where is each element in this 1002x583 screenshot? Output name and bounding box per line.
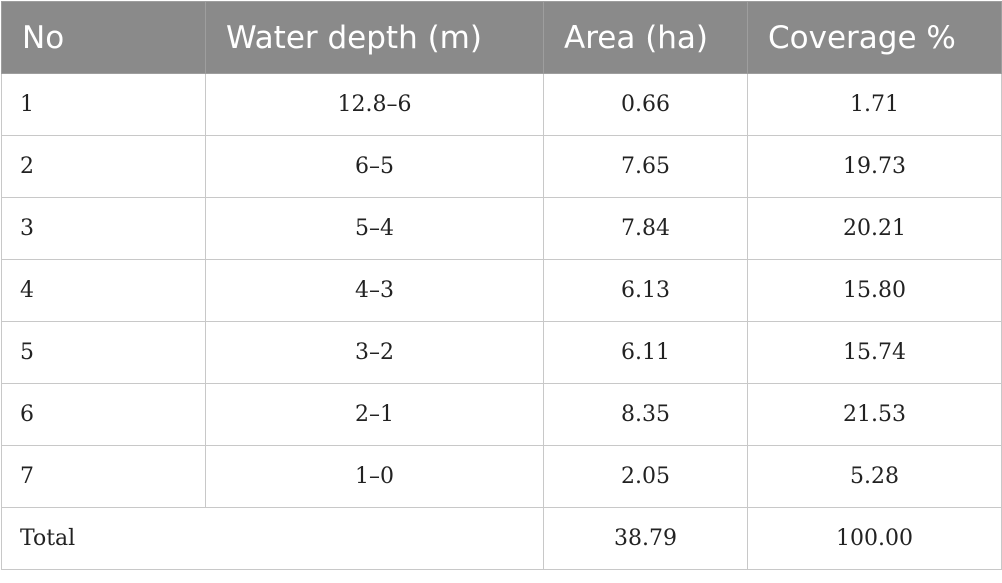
cell-depth: 4–3: [205, 259, 544, 322]
header-water-depth: Water depth (m): [205, 1, 544, 74]
cell-area: 6.13: [543, 259, 748, 322]
cell-depth: 5–4: [205, 197, 544, 260]
header-coverage: Coverage %: [747, 1, 1002, 74]
cell-coverage: 20.21: [747, 197, 1002, 260]
cell-area: 7.84: [543, 197, 748, 260]
cell-area: 0.66: [543, 73, 748, 136]
header-area: Area (ha): [543, 1, 748, 74]
cell-area: 2.05: [543, 445, 748, 508]
total-area: 38.79: [543, 507, 748, 570]
cell-depth: 12.8–6: [205, 73, 544, 136]
cell-coverage: 19.73: [747, 135, 1002, 198]
water-depth-table: No Water depth (m) Area (ha) Coverage % …: [1, 1, 1002, 570]
total-label: Total: [1, 507, 544, 570]
cell-no: 1: [1, 73, 206, 136]
cell-no: 3: [1, 197, 206, 260]
total-row: Total 38.79 100.00: [1, 507, 1002, 570]
cell-no: 2: [1, 135, 206, 198]
cell-depth: 2–1: [205, 383, 544, 446]
cell-coverage: 15.80: [747, 259, 1002, 322]
cell-area: 8.35: [543, 383, 748, 446]
table-row: 4 4–3 6.13 15.80: [1, 259, 1002, 322]
header-no: No: [1, 1, 206, 74]
cell-coverage: 15.74: [747, 321, 1002, 384]
header-row: No Water depth (m) Area (ha) Coverage %: [1, 1, 1002, 74]
cell-coverage: 21.53: [747, 383, 1002, 446]
cell-depth: 1–0: [205, 445, 544, 508]
table-row: 7 1–0 2.05 5.28: [1, 445, 1002, 508]
cell-coverage: 1.71: [747, 73, 1002, 136]
cell-no: 5: [1, 321, 206, 384]
cell-area: 7.65: [543, 135, 748, 198]
table-row: 3 5–4 7.84 20.21: [1, 197, 1002, 260]
cell-depth: 6–5: [205, 135, 544, 198]
total-coverage: 100.00: [747, 507, 1002, 570]
cell-no: 6: [1, 383, 206, 446]
table-row: 6 2–1 8.35 21.53: [1, 383, 1002, 446]
table-row: 1 12.8–6 0.66 1.71: [1, 73, 1002, 136]
cell-area: 6.11: [543, 321, 748, 384]
table-row: 2 6–5 7.65 19.73: [1, 135, 1002, 198]
cell-no: 7: [1, 445, 206, 508]
cell-depth: 3–2: [205, 321, 544, 384]
cell-no: 4: [1, 259, 206, 322]
cell-coverage: 5.28: [747, 445, 1002, 508]
table-row: 5 3–2 6.11 15.74: [1, 321, 1002, 384]
